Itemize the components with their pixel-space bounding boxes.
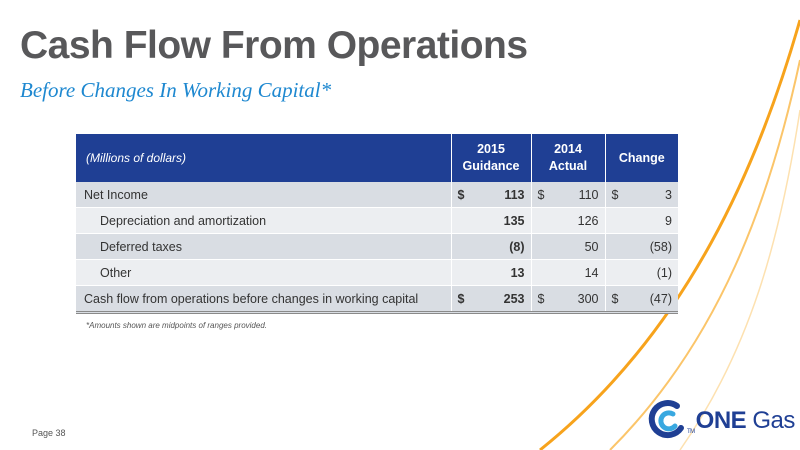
units-label: (Millions of dollars) xyxy=(76,134,451,182)
row-label: Depreciation and amortization xyxy=(76,207,451,234)
change-cell: (58) xyxy=(604,233,678,260)
row-label: Net Income xyxy=(76,182,451,208)
change-cell: (1) xyxy=(604,259,678,286)
page-number: Page 38 xyxy=(32,428,66,438)
change-cell: $3 xyxy=(604,182,678,208)
cell-value: 9 xyxy=(665,213,672,228)
column-header-2014-actual: 2014 Actual xyxy=(530,134,605,182)
row-label: Other xyxy=(76,259,451,286)
dollar-sign: $ xyxy=(457,187,465,202)
guidance-2015-cell: $253 xyxy=(450,285,531,314)
actual-2014-cell: $300 xyxy=(530,285,605,314)
table-row-total: Cash flow from operations before changes… xyxy=(76,285,678,314)
cell-value: (58) xyxy=(649,239,672,254)
cell-value: 14 xyxy=(584,265,599,280)
change-cell: $ (47) xyxy=(604,285,678,314)
row-label: Cash flow from operations before changes… xyxy=(76,285,451,314)
cell-value: 110 xyxy=(578,187,599,202)
guidance-2015-cell: 13 xyxy=(450,259,531,286)
cell-value: 300 xyxy=(577,291,599,306)
actual-2014-cell: $110 xyxy=(530,182,605,208)
cell-value: 3 xyxy=(665,187,672,202)
column-header-2015-guidance: 2015 Guidance xyxy=(450,134,531,182)
cell-value: 113 xyxy=(504,187,525,202)
flame-swirl-icon xyxy=(648,400,684,439)
cell-value: 126 xyxy=(577,213,599,228)
cell-value: (47) xyxy=(649,291,672,306)
footnote: *Amounts shown are midpoints of ranges p… xyxy=(86,321,267,330)
row-label: Deferred taxes xyxy=(76,233,451,260)
guidance-2015-cell: $113 xyxy=(450,182,531,208)
column-header-type: Actual xyxy=(548,159,588,173)
table-row-depreciation: Depreciation and amortization 135 126 9 xyxy=(76,207,678,234)
cell-value: 13 xyxy=(510,265,525,280)
column-header-type: Guidance xyxy=(462,159,520,173)
trademark-mark: TM xyxy=(687,429,695,435)
logo-wordmark: TMONE Gas xyxy=(687,407,795,435)
cell-value: 135 xyxy=(503,213,525,228)
change-cell: 9 xyxy=(604,207,678,234)
table-row-other: Other 13 14 (1) xyxy=(76,259,678,286)
guidance-2015-cell: 135 xyxy=(450,207,531,234)
cell-value: 50 xyxy=(584,239,599,254)
cash-flow-table: (Millions of dollars) 2015 Guidance 2014… xyxy=(76,134,678,314)
dollar-sign: $ xyxy=(457,291,465,306)
actual-2014-cell: 50 xyxy=(530,233,605,260)
actual-2014-cell: 14 xyxy=(530,259,605,286)
column-header-year: 2014 xyxy=(554,142,582,156)
cell-value: (1) xyxy=(656,265,672,280)
cell-value: (8) xyxy=(509,239,525,254)
dollar-sign: $ xyxy=(537,187,545,202)
cell-value: 253 xyxy=(503,291,525,306)
slide-subtitle: Before Changes In Working Capital* xyxy=(20,78,332,102)
logo-word-one: ONE xyxy=(695,407,747,434)
column-header-year: 2015 xyxy=(477,142,505,156)
dollar-sign: $ xyxy=(611,291,619,306)
table-row-deferred-taxes: Deferred taxes (8) 50 (58) xyxy=(76,233,678,260)
slide-title: Cash Flow From Operations xyxy=(20,24,528,67)
dollar-sign: $ xyxy=(611,187,619,202)
table-row-net-income: Net Income $113 $110 $3 xyxy=(76,182,678,208)
dollar-sign: $ xyxy=(537,291,545,306)
actual-2014-cell: 126 xyxy=(530,207,605,234)
column-header-change: Change xyxy=(604,134,678,182)
logo-word-gas: Gas xyxy=(752,407,795,434)
guidance-2015-cell: (8) xyxy=(450,233,531,260)
one-gas-logo: TMONE Gas xyxy=(647,398,797,442)
table-header-row: (Millions of dollars) 2015 Guidance 2014… xyxy=(76,134,678,182)
